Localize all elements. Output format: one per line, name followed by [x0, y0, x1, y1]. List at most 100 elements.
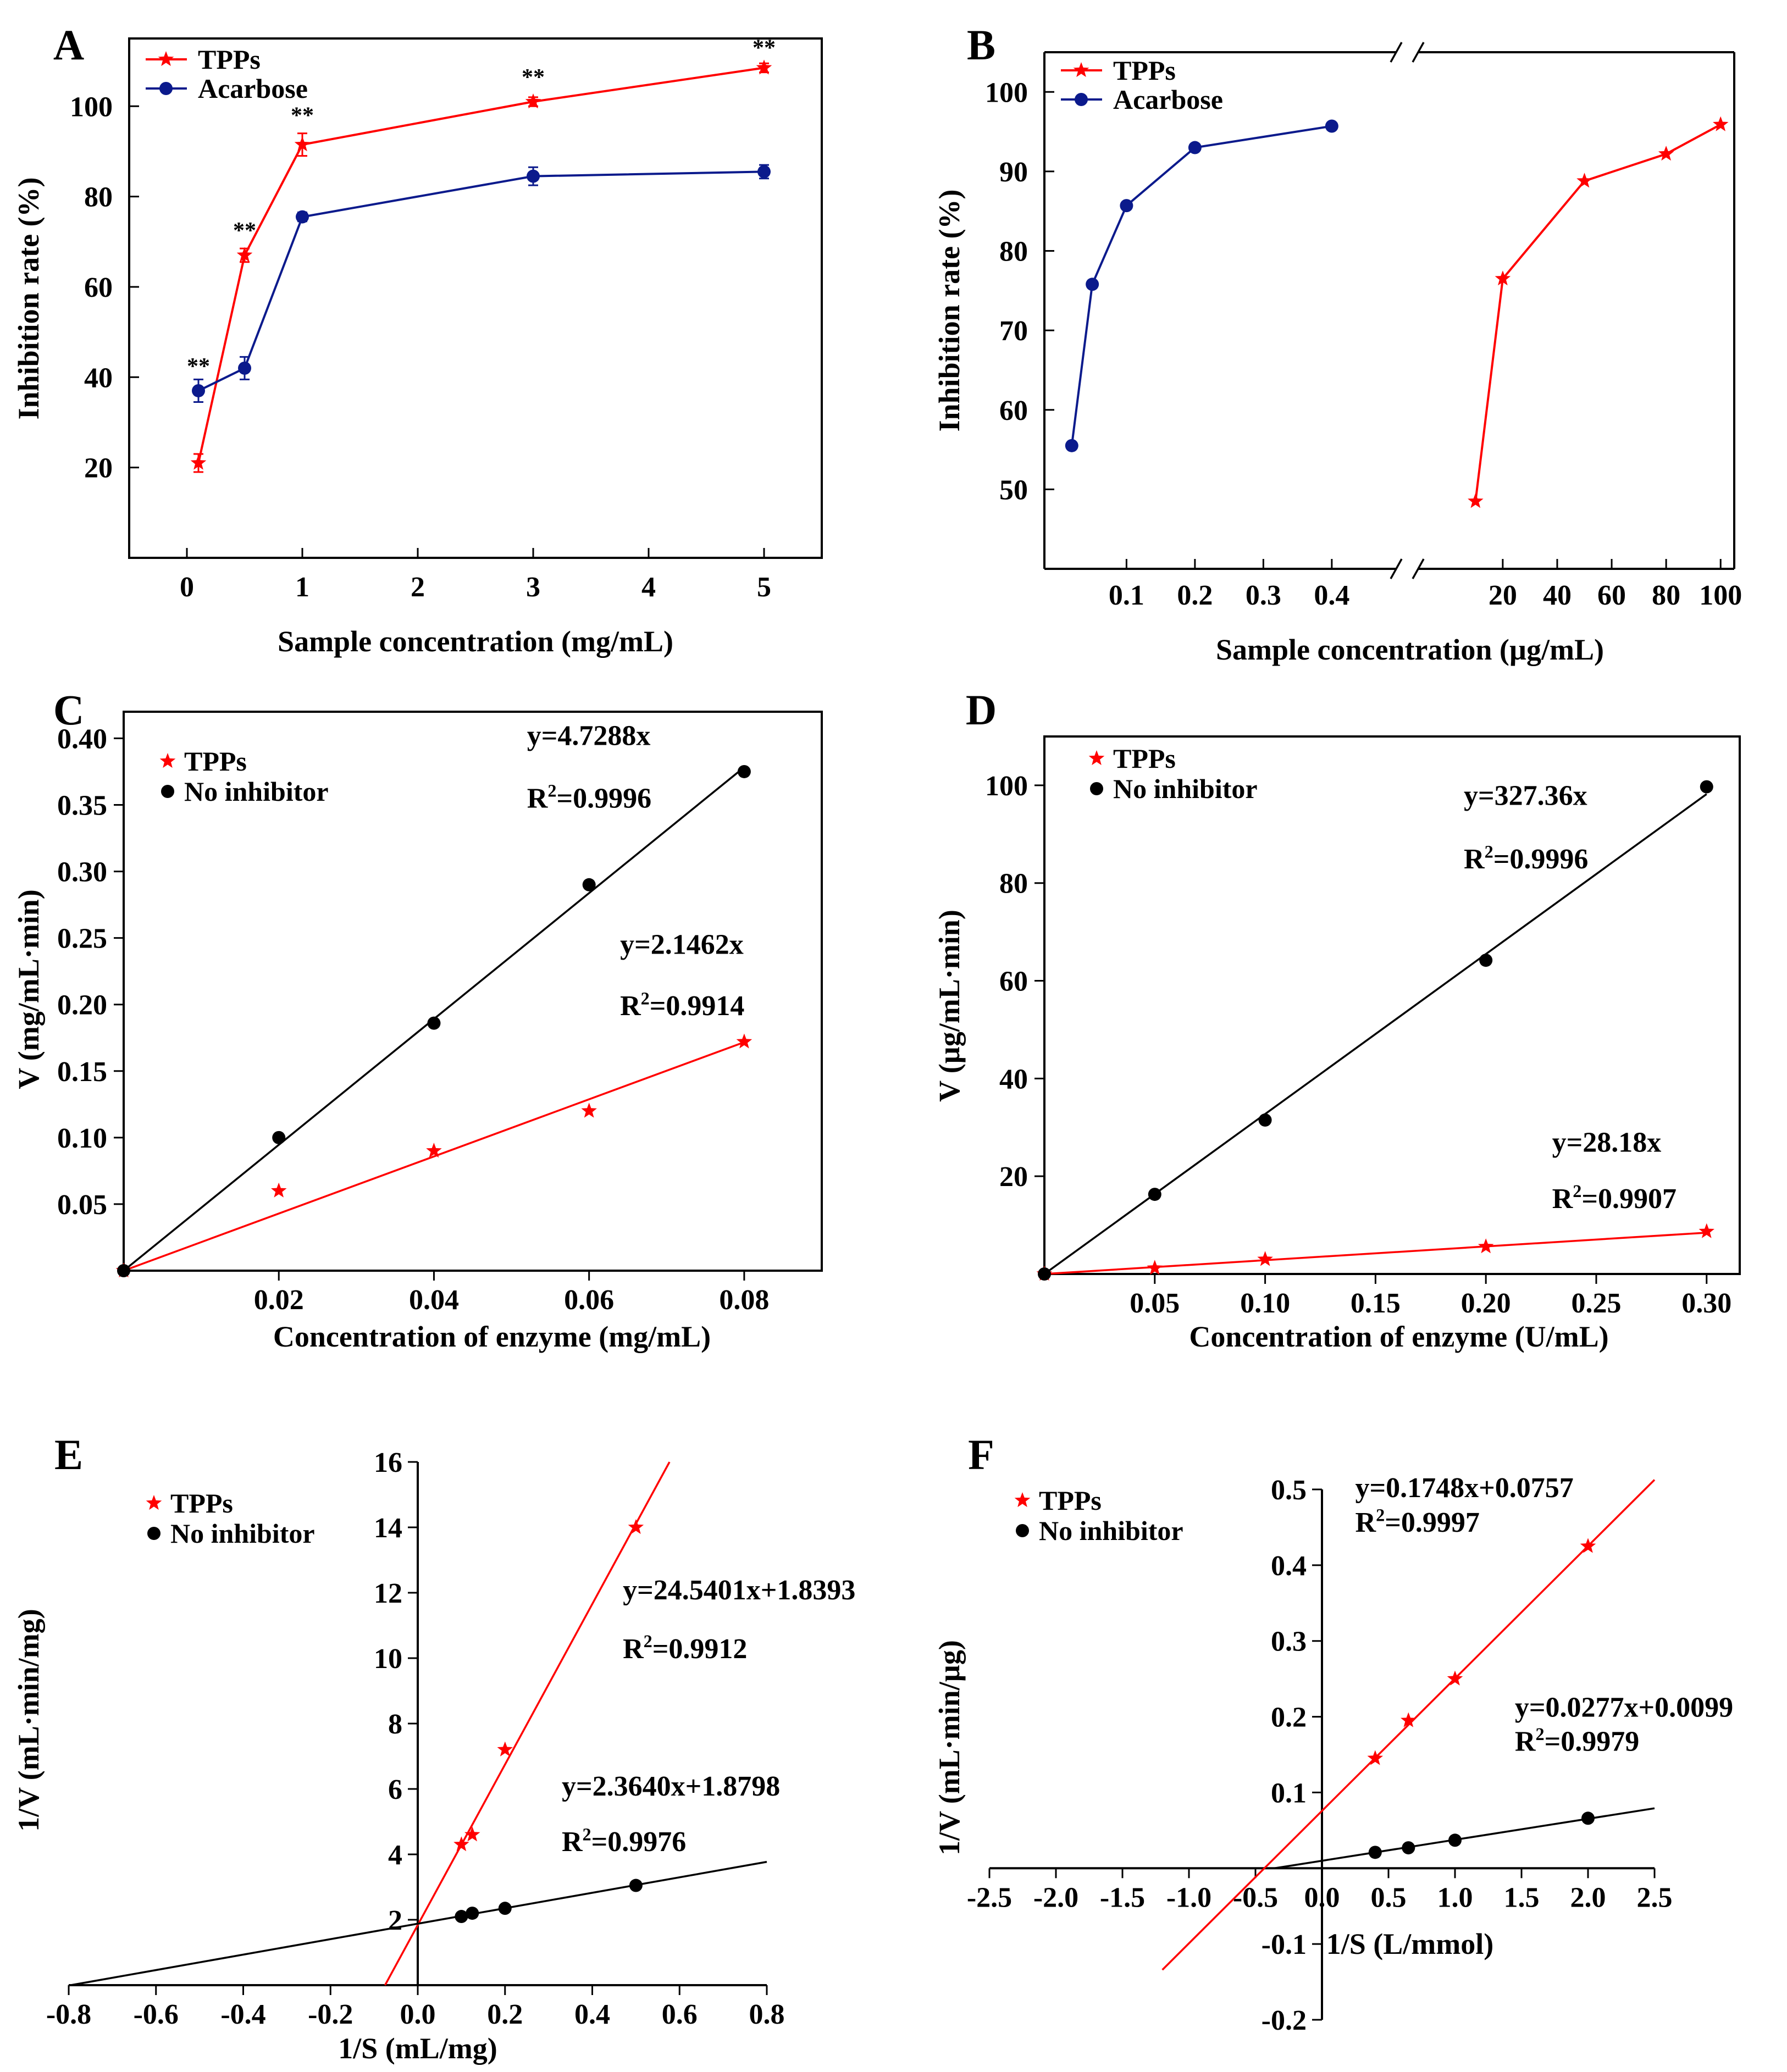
panel-d-frame: [1043, 735, 1741, 1275]
panel-f-y-axis-title: 1/V (mL·min/µg): [933, 1640, 966, 1855]
panel-e-series-tpps-fit-line: [384, 1461, 671, 1986]
panel-d-series-no-inhibitor-point: [1479, 954, 1493, 967]
panel-c-x-tick-label: 0.04: [409, 1284, 459, 1316]
panel-b-series-acarbose-point: [1325, 119, 1338, 133]
panel-b-series-tpps-point: [1495, 270, 1511, 286]
panel-b-legend-acarbose-label: Acarbose: [1113, 84, 1223, 115]
panel-a-x-tick-label: 0: [180, 572, 194, 603]
panel-e-y-tick-label: 2: [388, 1905, 402, 1936]
panel-e-r-squared: R2=0.9976: [562, 1824, 686, 1858]
panel-f-y-tick-label: 0.4: [1271, 1550, 1307, 1582]
panel-c-series-no-inhibitor-point: [272, 1131, 286, 1144]
panel-a-legend-acarbose-label: Acarbose: [198, 73, 308, 104]
panel-f-series-tpps-fit-line: [1161, 1479, 1656, 1971]
panel-f-label: F: [968, 1431, 994, 1478]
panel-a-x-tick-label: 1: [295, 572, 309, 603]
panel-c-equation: y=2.1462x: [620, 929, 744, 961]
panel-b-series-tpps-point: [1468, 493, 1484, 508]
panel-c-y-tick-label: 0.35: [57, 790, 107, 822]
panel-a-x-tick-label: 2: [411, 572, 425, 603]
panel-e-y-tick-label: 16: [374, 1447, 402, 1478]
panel-e-x-tick-label: -0.8: [46, 1999, 91, 2030]
panel-f-x-tick-label: -1.5: [1100, 1882, 1145, 1913]
panel-f-x-tick-label: -1.0: [1166, 1882, 1211, 1913]
panel-a-frame: [128, 37, 823, 559]
panel-c-x-tick-label: 0.02: [254, 1284, 304, 1316]
panel-c-y-axis-title: V (mg/mL·min): [12, 889, 45, 1089]
panel-b-y-tick-label: 100: [985, 77, 1028, 108]
panel-d-legend-tpps-label: TPPs: [1113, 743, 1176, 774]
panel-d-series-tpps-point: [1257, 1251, 1273, 1266]
panel-a-x-axis-title: Sample concentration (mg/mL): [278, 625, 673, 658]
panel-b-x-tick-label: 0.3: [1246, 580, 1281, 611]
panel-c-y-tick-label: 0.20: [57, 990, 107, 1021]
panel-d-x-tick-label: 0.25: [1571, 1288, 1621, 1319]
panel-f-legend-tpps-marker: [1014, 1492, 1031, 1508]
panel-e-legend-no-inhibitor-marker: [147, 1527, 161, 1540]
panel-c-series-no-inhibitor-point: [427, 1016, 441, 1030]
panel-c-legend-no-inhibitor-label: No inhibitor: [184, 776, 329, 807]
panel-a-series-tpps-point: [756, 59, 772, 75]
panel-a-y-tick-label: 20: [84, 453, 113, 484]
panel-b-series-acarbose-point: [1188, 141, 1202, 154]
panel-c-r-squared: R2=0.9914: [620, 988, 744, 1022]
panel-a-x-tick-label: 3: [526, 572, 540, 603]
panel-a-series-acarbose-point: [296, 210, 309, 224]
panel-f-x-tick-label: -0.5: [1233, 1882, 1278, 1913]
panel-d-legend-no-inhibitor-label: No inhibitor: [1113, 773, 1258, 804]
panel-f-equation: y=0.1748x+0.0757: [1356, 1472, 1574, 1504]
panel-b-x-tick-label: 100: [1699, 580, 1742, 611]
panel-f-y-tick-label: 0.5: [1271, 1475, 1307, 1506]
panel-d-label: D: [966, 686, 997, 734]
panel-d-x-tick-label: 0.10: [1240, 1288, 1290, 1319]
panel-f-legend-no-inhibitor-label: No inhibitor: [1039, 1515, 1183, 1546]
panel-d-x-axis-title: Concentration of enzyme (U/mL): [1189, 1320, 1608, 1353]
panel-a-label: A: [53, 21, 84, 69]
panel-e-y-tick-label: 10: [374, 1643, 402, 1675]
panel-f-y-tick-label: -0.2: [1262, 2005, 1307, 2036]
panel-f-x-tick-label: 2.5: [1637, 1882, 1673, 1913]
panel-d-y-tick-label: 20: [999, 1161, 1028, 1193]
panel-e-x-tick-label: 0.0: [400, 1999, 436, 2030]
panel-c-series-tpps-point: [271, 1182, 287, 1198]
panel-b-series-acarbose-point: [1086, 278, 1099, 291]
panel-b-axis-break: [1390, 558, 1403, 579]
panel-d-y-tick-label: 40: [999, 1063, 1028, 1095]
panel-b-y-tick-label: 50: [999, 474, 1028, 506]
panel-b-y-tick-label: 70: [999, 315, 1028, 347]
panel-a-significance-mark: **: [187, 354, 210, 379]
panel-e-legend-no-inhibitor-label: No inhibitor: [170, 1518, 315, 1549]
panel-f-legend-no-inhibitor-marker: [1016, 1524, 1029, 1537]
panel-e-x-tick-label: 0.6: [662, 1999, 698, 2030]
panel-b-y-tick-label: 80: [999, 236, 1028, 268]
panel-d-series-no-inhibitor-point: [1038, 1267, 1051, 1281]
panel-e-r-squared: R2=0.9912: [623, 1631, 747, 1665]
panel-e-x-tick-label: 0.8: [749, 1999, 785, 2030]
panel-e-y-tick-label: 14: [374, 1513, 402, 1544]
panel-e-equation: y=24.5401x+1.8393: [623, 1575, 855, 1606]
panel-b-label: B: [967, 21, 995, 69]
panel-e-x-tick-label: 0.4: [574, 1999, 610, 2030]
panel-c-x-axis-title: Concentration of enzyme (mg/mL): [273, 1320, 711, 1353]
panel-d-x-tick-label: 0.30: [1681, 1288, 1731, 1319]
panel-c-y-tick-label: 0.25: [57, 923, 107, 955]
panel-b-y-tick-label: 60: [999, 395, 1028, 426]
panel-a-series-tpps-point: [190, 455, 207, 470]
panel-c-legend-no-inhibitor-marker: [161, 785, 174, 798]
panel-a-y-axis-title: Inhibition rate (%): [12, 177, 45, 419]
panel-c-series-no-inhibitor-point: [582, 878, 596, 891]
panel-d-legend-no-inhibitor-marker: [1090, 782, 1103, 795]
panel-e-series-no-inhibitor-fit-line: [68, 1860, 767, 1987]
panel-d-equation: y=327.36x: [1464, 780, 1587, 811]
panel-b-x-tick-label: 20: [1489, 580, 1517, 611]
panel-a-series-acarbose-point: [757, 165, 771, 179]
panel-d-x-tick-label: 0.15: [1351, 1288, 1401, 1319]
panel-b-y-tick-label: 90: [999, 157, 1028, 188]
panel-b-series-acarbose-point: [1065, 439, 1078, 452]
panel-f-y-tick-label: 0.1: [1271, 1777, 1307, 1809]
panel-c-series-tpps-point: [736, 1033, 753, 1049]
panel-e-x-tick-label: 0.2: [487, 1999, 523, 2030]
panel-e-x-axis-title: 1/S (mL/mg): [338, 2032, 497, 2065]
panel-e-x-tick-label: -0.4: [220, 1999, 265, 2030]
panel-e-series-no-inhibitor-point: [629, 1879, 643, 1892]
